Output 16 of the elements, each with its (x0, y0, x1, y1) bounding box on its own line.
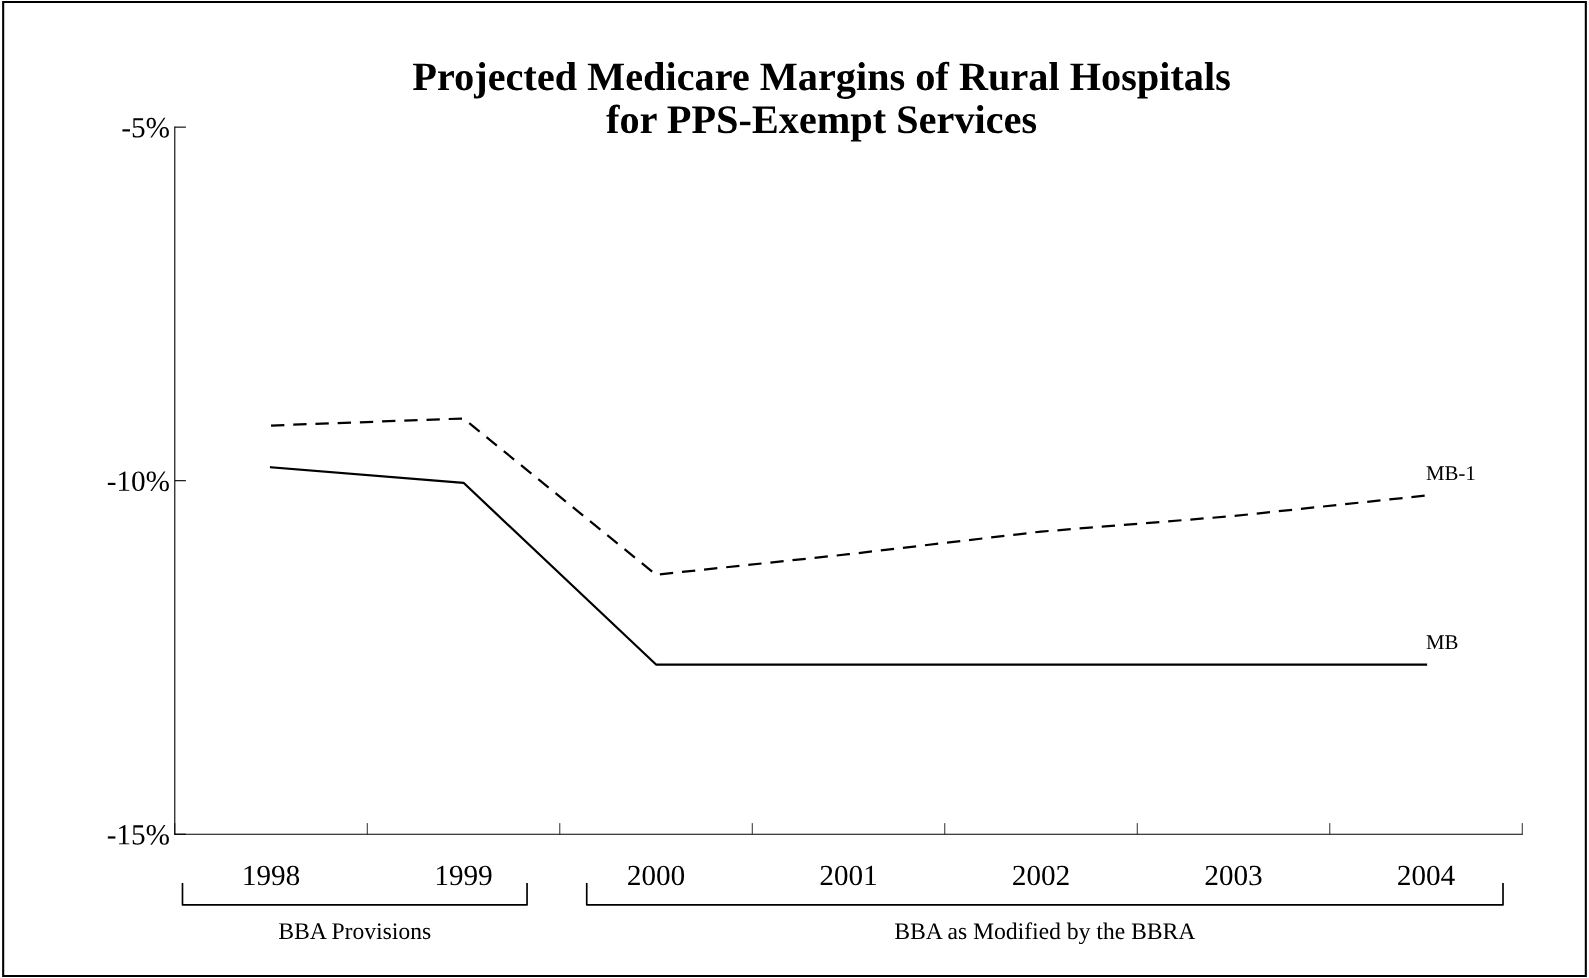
y-tick-label: -15% (107, 824, 169, 845)
y-tick-label: -5% (122, 117, 169, 138)
x-tick-label: 2002 (1013, 865, 1069, 886)
x-tick-label: 2001 (820, 865, 876, 886)
x-tick-label: 2000 (628, 865, 685, 886)
chart-title: Projected Medicare Margins of Rural Hospitals for PPS-Exempt Services (413, 61, 1230, 142)
text: BBA Provisions (279, 923, 431, 940)
x-tick-label: 1999 (436, 865, 492, 886)
x-tick-label: 2004 (1398, 865, 1455, 886)
line-series (269, 417, 1428, 576)
text: BBA as Modified by the BBRA (895, 922, 1196, 945)
series-label: MB-1 (1426, 466, 1475, 481)
x-tick-label: 1998 (244, 865, 300, 886)
y-tick-label: -10% (107, 471, 169, 492)
series-label: MB (1426, 635, 1458, 650)
x-tick-label: 2003 (1205, 865, 1262, 886)
